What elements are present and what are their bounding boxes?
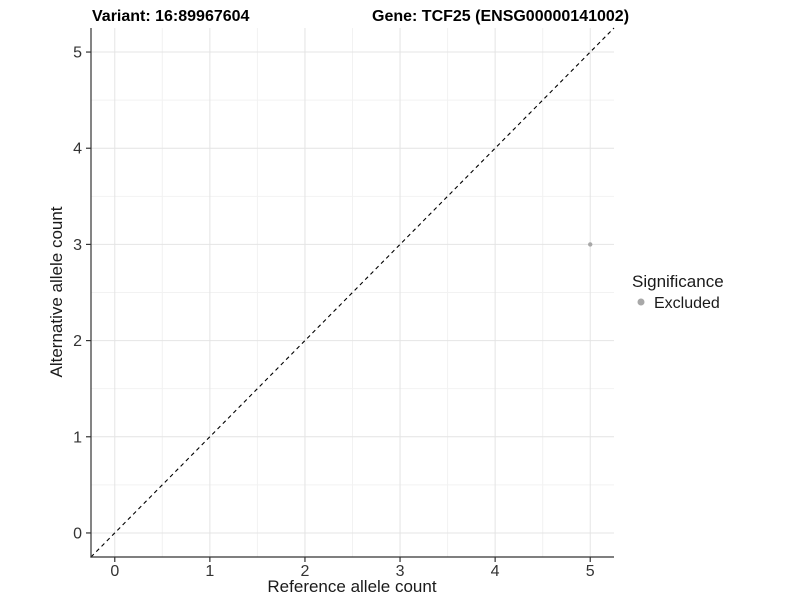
- x-axis-title: Reference allele count: [267, 577, 436, 596]
- variant-title: Variant: 16:89967604: [92, 8, 250, 25]
- y-tick-label: 2: [73, 333, 82, 350]
- x-tick-label: 3: [396, 563, 405, 580]
- x-tick-label: 4: [491, 563, 500, 580]
- x-tick-label: 1: [205, 563, 214, 580]
- data-points: [588, 242, 593, 247]
- axis-lines: [90, 28, 614, 558]
- y-tick-label: 4: [73, 141, 82, 158]
- identity-reference-line: [90, 27, 615, 558]
- minor-gridlines: [91, 28, 614, 557]
- x-tick-label: 2: [301, 563, 310, 580]
- major-gridlines: [91, 28, 614, 557]
- y-tick-labels: 0 1 2 3 4 5: [73, 45, 82, 543]
- tick-marks: [86, 51, 591, 562]
- x-tick-label: 0: [110, 563, 119, 580]
- y-tick-label: 5: [73, 45, 82, 62]
- legend-title: Significance: [632, 272, 724, 291]
- legend: Significance Excluded: [632, 272, 724, 312]
- gene-title: Gene: TCF25 (ENSG00000141002): [372, 8, 629, 25]
- y-axis-title: Alternative allele count: [47, 206, 66, 377]
- legend-key-dot: [637, 298, 645, 306]
- y-tick-label: 1: [73, 429, 82, 446]
- legend-entry-label: Excluded: [654, 295, 720, 312]
- x-tick-labels: 0 1 2 3 4 5: [110, 563, 594, 580]
- y-tick-label: 3: [73, 237, 82, 254]
- y-tick-label: 0: [73, 525, 82, 542]
- x-tick-label: 5: [586, 563, 595, 580]
